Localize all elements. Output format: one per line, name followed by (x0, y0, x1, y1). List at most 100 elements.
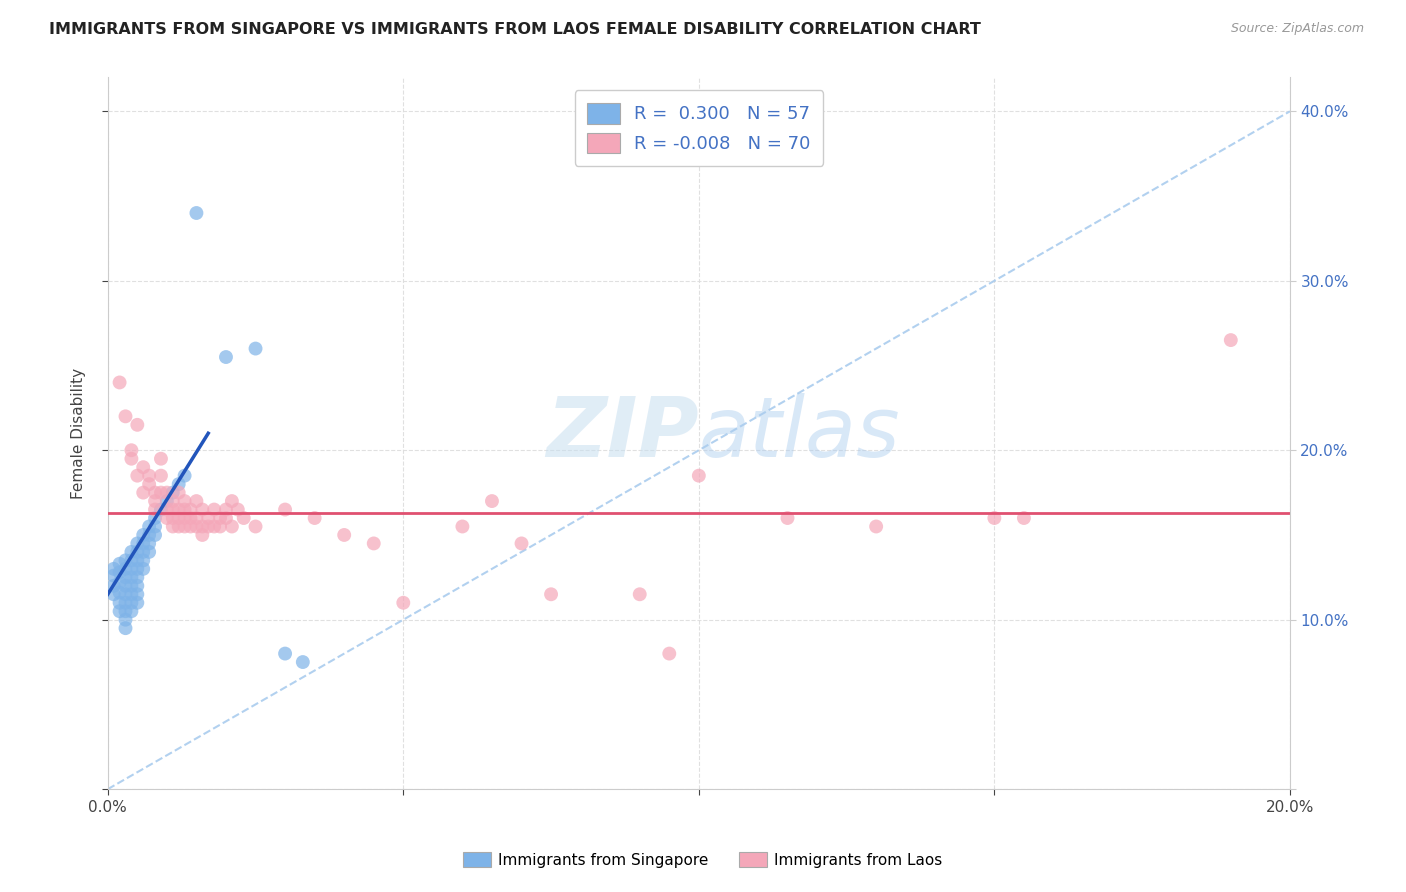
Point (127, 596, 149, 610)
Text: ZIP: ZIP (546, 392, 699, 474)
Point (132, 536, 155, 550)
Point (191, 528, 214, 542)
Point (127, 570, 149, 584)
Point (138, 536, 160, 550)
Point (138, 477, 160, 491)
Point (688, 468, 710, 483)
Point (103, 587, 125, 601)
Point (143, 494, 166, 508)
Y-axis label: Female Disability: Female Disability (72, 368, 86, 499)
Point (167, 511, 190, 525)
Point (156, 494, 179, 508)
Point (156, 511, 179, 525)
Point (143, 511, 166, 525)
Point (108, 575, 131, 590)
Point (215, 350, 238, 364)
Point (221, 519, 243, 533)
Point (232, 511, 254, 525)
Point (138, 528, 160, 542)
Point (143, 528, 166, 542)
Point (167, 485, 190, 500)
Point (215, 502, 238, 516)
Point (127, 587, 149, 601)
Point (202, 519, 225, 533)
Point (120, 587, 142, 601)
Point (197, 519, 219, 533)
Point (114, 621, 136, 635)
Point (173, 468, 195, 483)
Point (120, 604, 142, 618)
Point (274, 502, 297, 516)
Point (191, 502, 214, 516)
Text: atlas: atlas (699, 392, 900, 474)
Point (138, 545, 160, 559)
Point (180, 511, 202, 525)
Point (156, 502, 179, 516)
Point (173, 519, 195, 533)
Point (209, 511, 232, 525)
Point (162, 519, 184, 533)
Point (114, 409, 136, 424)
Point (392, 596, 415, 610)
Point (180, 502, 202, 516)
Point (776, 511, 799, 525)
Point (245, 342, 267, 356)
Point (162, 511, 184, 525)
Point (114, 553, 136, 567)
Point (120, 570, 142, 584)
Point (221, 494, 243, 508)
Point (333, 528, 356, 542)
Point (108, 566, 131, 580)
Point (191, 519, 214, 533)
Point (127, 553, 149, 567)
Point (363, 536, 385, 550)
Point (186, 511, 208, 525)
Point (143, 485, 166, 500)
Point (162, 502, 184, 516)
Point (114, 579, 136, 593)
Point (149, 485, 172, 500)
Point (167, 519, 190, 533)
Text: IMMIGRANTS FROM SINGAPORE VS IMMIGRANTS FROM LAOS FEMALE DISABILITY CORRELATION : IMMIGRANTS FROM SINGAPORE VS IMMIGRANTS … (49, 22, 981, 37)
Point (132, 485, 155, 500)
Point (304, 511, 326, 525)
Point (1219, 333, 1241, 347)
Point (108, 596, 131, 610)
Point (108, 557, 131, 571)
Point (114, 596, 136, 610)
Point (120, 579, 142, 593)
Point (120, 545, 142, 559)
Point (132, 562, 155, 576)
Point (1012, 511, 1035, 525)
Point (156, 485, 179, 500)
Point (120, 596, 142, 610)
Point (628, 587, 651, 601)
Point (167, 477, 190, 491)
Point (209, 519, 232, 533)
Point (162, 494, 184, 508)
Point (114, 587, 136, 601)
Legend: R =  0.300   N = 57, R = -0.008   N = 70: R = 0.300 N = 57, R = -0.008 N = 70 (575, 90, 823, 166)
Point (202, 502, 225, 516)
Point (108, 376, 131, 390)
Point (103, 568, 125, 582)
Point (274, 647, 297, 661)
Point (540, 587, 562, 601)
Point (510, 536, 533, 550)
Point (108, 604, 131, 618)
Point (451, 519, 474, 533)
Point (173, 494, 195, 508)
Point (120, 451, 142, 466)
Point (245, 519, 267, 533)
Point (162, 485, 184, 500)
Point (149, 451, 172, 466)
Point (658, 647, 681, 661)
Point (127, 468, 149, 483)
Point (138, 468, 160, 483)
Point (108, 585, 131, 599)
Point (127, 417, 149, 432)
Text: Source: ZipAtlas.com: Source: ZipAtlas.com (1230, 22, 1364, 36)
Point (226, 502, 249, 516)
Point (149, 468, 172, 483)
Point (143, 502, 166, 516)
